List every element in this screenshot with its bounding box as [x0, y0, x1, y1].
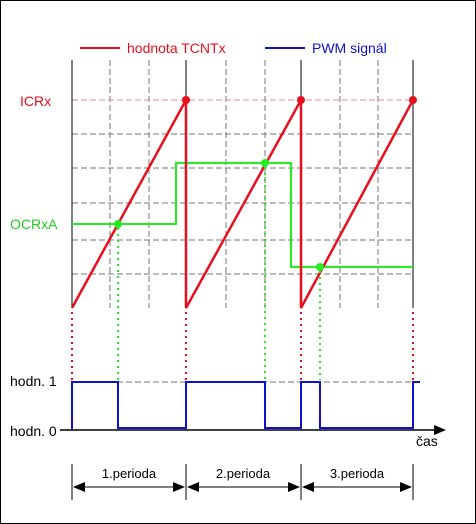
ocr-match-dot	[114, 220, 122, 228]
ocr-level-line	[72, 162, 413, 268]
ocr-label: OCRxA	[10, 216, 58, 232]
tcnt-sawtooth	[70, 99, 415, 309]
ocr-match-dot	[261, 159, 269, 167]
icr-reached-dot	[297, 96, 305, 104]
projection-lines	[71, 167, 414, 380]
icr-reached-dot	[182, 96, 190, 104]
pwm-waveform	[71, 381, 420, 430]
icr-reached-dot	[409, 96, 417, 104]
time-axis-arrow	[434, 425, 446, 435]
high-label: hodn. 1	[10, 373, 57, 389]
period-label: 1.perioda	[102, 466, 157, 481]
legend: hodnota TCNTx PWM signál	[80, 40, 387, 56]
vertical-grid	[109, 60, 379, 308]
period-label: 2.perioda	[216, 466, 271, 481]
icr-label: ICRx	[20, 93, 51, 109]
low-label: hodn. 0	[10, 423, 57, 439]
counter-plot: ICRx OCRxA	[10, 60, 417, 309]
legend-tcnt-label: hodnota TCNTx	[127, 40, 226, 56]
period-markers: 1.perioda 2.perioda 3.perioda	[71, 464, 414, 500]
period-label: 3.perioda	[330, 466, 385, 481]
ocr-match-dot	[316, 263, 324, 271]
legend-pwm-label: PWM signál	[312, 40, 387, 56]
pwm-plot: hodn. 1 hodn. 0 čas	[10, 373, 446, 449]
time-label: čas	[416, 433, 438, 449]
